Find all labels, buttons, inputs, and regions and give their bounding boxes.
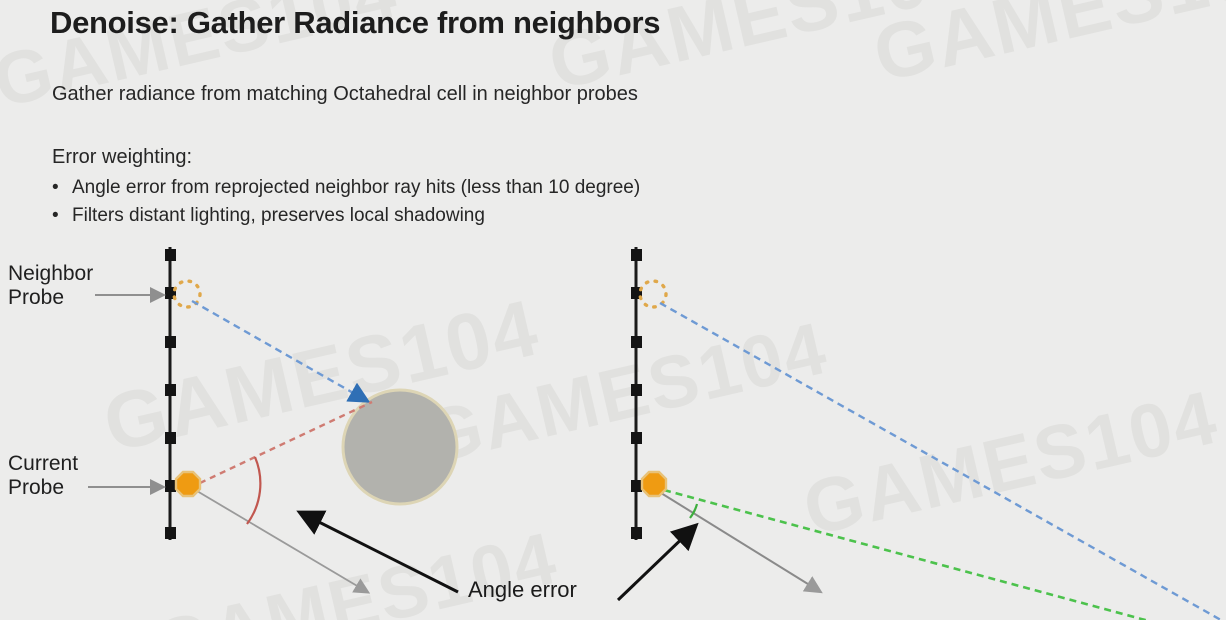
wall-tick: [165, 287, 176, 299]
wall-tick-group-left: [165, 249, 176, 539]
current-probe-marker: [640, 470, 668, 498]
error-weighting-heading: Error weighting:: [52, 146, 193, 168]
wall-tick-group-right: [631, 249, 642, 539]
right-panel-group: [631, 247, 1224, 620]
ray-neighbor-blue: [659, 301, 1224, 620]
wall-tick: [631, 480, 642, 492]
bullet-text: Filters distant lighting, preserves loca…: [72, 205, 485, 226]
ray-matched-green: [663, 488, 1151, 620]
wall-tick: [165, 480, 176, 492]
bullet-marker-icon: •: [52, 205, 59, 226]
ray-view-gray: [660, 492, 823, 594]
angle-error-arrow-right: [616, 522, 699, 602]
wall-tick: [631, 527, 642, 539]
slide-subtitle: Gather radiance from matching Octahedral…: [52, 83, 638, 105]
wall-tick: [631, 384, 642, 396]
current-probe-label-line1: Current: [8, 452, 79, 475]
neighbor-probe-marker: [638, 279, 668, 309]
neighbor-probe-label-line1: Neighbor: [8, 262, 94, 285]
current-probe-marker: [174, 470, 202, 498]
neighbor-probe-label: Neighbor Probe: [8, 262, 93, 309]
wall-tick: [165, 527, 176, 539]
ray-neighbor-blue: [191, 299, 371, 403]
angle-error-arrow-left: [296, 510, 459, 594]
bullet-item: • Angle error from reprojected neighbor …: [52, 177, 640, 199]
bullet-item: • Filters distant lighting, preserves lo…: [52, 205, 485, 227]
bullet-text: Angle error from reprojected neighbor ra…: [72, 177, 641, 198]
wall-tick: [165, 384, 176, 396]
wall-tick: [631, 336, 642, 348]
current-probe-label: Current Probe: [8, 452, 78, 499]
neighbor-probe-label-line2: Probe: [8, 285, 65, 309]
wall-tick: [631, 249, 642, 261]
angle-arc-green: [689, 503, 699, 519]
angle-arc-red: [246, 456, 262, 525]
wall-tick: [631, 287, 642, 299]
ray-view-gray: [196, 490, 371, 594]
current-probe-label-line2: Probe: [8, 475, 65, 499]
angle-error-label: Angle error: [468, 577, 577, 602]
slide-title: Denoise: Gather Radiance from neighbors: [50, 5, 661, 40]
occluder-sphere: [341, 388, 459, 506]
bullet-marker-icon: •: [52, 177, 59, 198]
neighbor-probe-marker: [172, 279, 202, 309]
wall-tick: [165, 432, 176, 444]
left-panel-group: [165, 247, 459, 594]
wall-tick: [165, 249, 176, 261]
wall-tick: [165, 336, 176, 348]
wall-tick: [631, 432, 642, 444]
ray-reprojected-red: [199, 400, 373, 485]
